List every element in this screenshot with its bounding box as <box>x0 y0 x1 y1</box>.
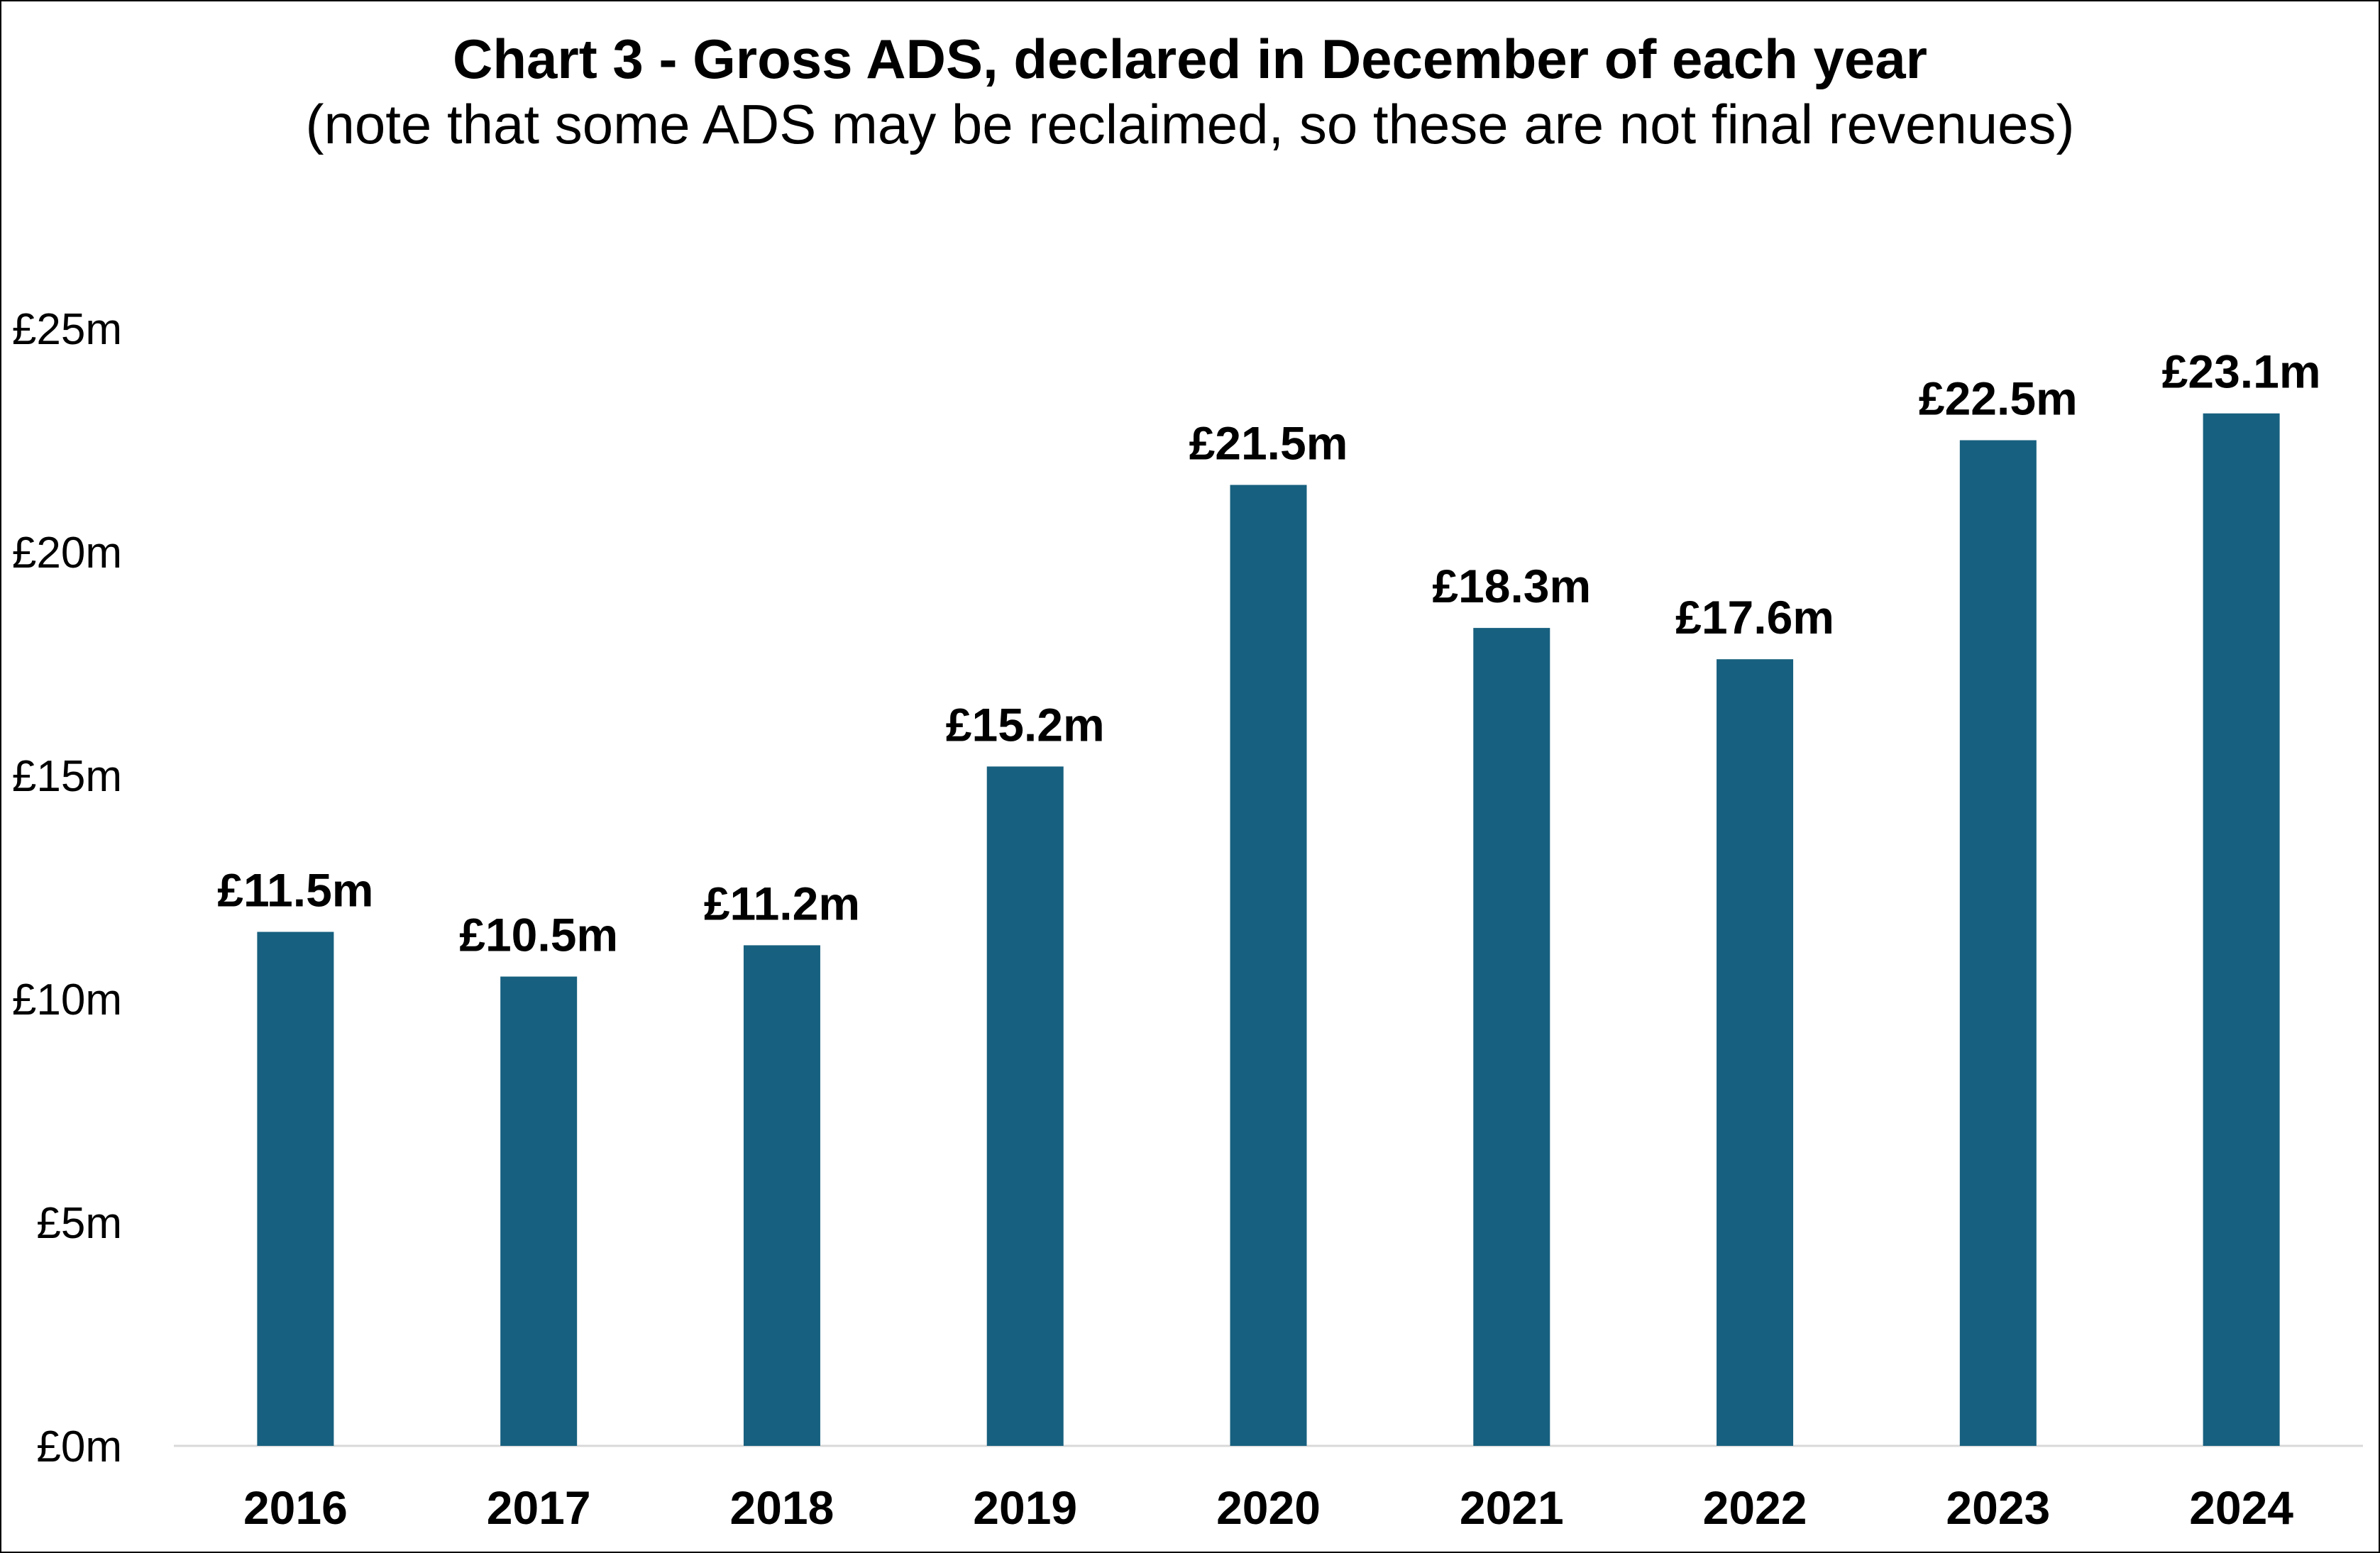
y-tick-label: £25m <box>12 305 122 354</box>
x-tick-label: 2020 <box>1216 1481 1321 1534</box>
x-tick-label: 2023 <box>1946 1481 2050 1534</box>
y-tick-label: £10m <box>12 976 122 1024</box>
x-tick-label: 2019 <box>973 1481 1077 1534</box>
x-tick-label: 2016 <box>243 1481 348 1534</box>
bar-2020 <box>1230 485 1307 1446</box>
x-tick-label: 2017 <box>487 1481 591 1534</box>
bar-2018 <box>743 945 820 1446</box>
bar-2019 <box>986 766 1064 1446</box>
x-tick-label: 2018 <box>730 1481 834 1534</box>
data-label: £11.2m <box>704 877 860 929</box>
chart-title: Chart 3 - Gross ADS, declared in Decembe… <box>453 28 1927 90</box>
data-label: £21.5m <box>1189 417 1348 470</box>
bar-2016 <box>257 932 334 1446</box>
bar-2024 <box>2203 413 2280 1447</box>
bar-2017 <box>500 976 578 1446</box>
data-label: £10.5m <box>459 909 618 961</box>
data-label: £11.5m <box>217 864 373 917</box>
data-label: £22.5m <box>1919 372 2078 425</box>
data-label: £17.6m <box>1675 591 1834 643</box>
x-tick-label: 2022 <box>1703 1481 1807 1534</box>
y-tick-label: £0m <box>36 1422 122 1471</box>
data-label: £15.2m <box>946 698 1105 751</box>
y-tick-label: £15m <box>12 752 122 801</box>
data-label: £23.1m <box>2162 346 2321 398</box>
bar-2022 <box>1717 659 1794 1447</box>
y-tick-label: £5m <box>36 1199 122 1248</box>
x-tick-label: 2021 <box>1460 1481 1564 1534</box>
x-tick-label: 2024 <box>2189 1481 2293 1534</box>
bar-2021 <box>1473 628 1550 1446</box>
data-label: £18.3m <box>1432 560 1591 612</box>
y-tick-label: £20m <box>12 529 122 577</box>
bar-2023 <box>1959 440 2037 1446</box>
chart-subtitle: (note that some ADS may be reclaimed, so… <box>305 93 2075 155</box>
